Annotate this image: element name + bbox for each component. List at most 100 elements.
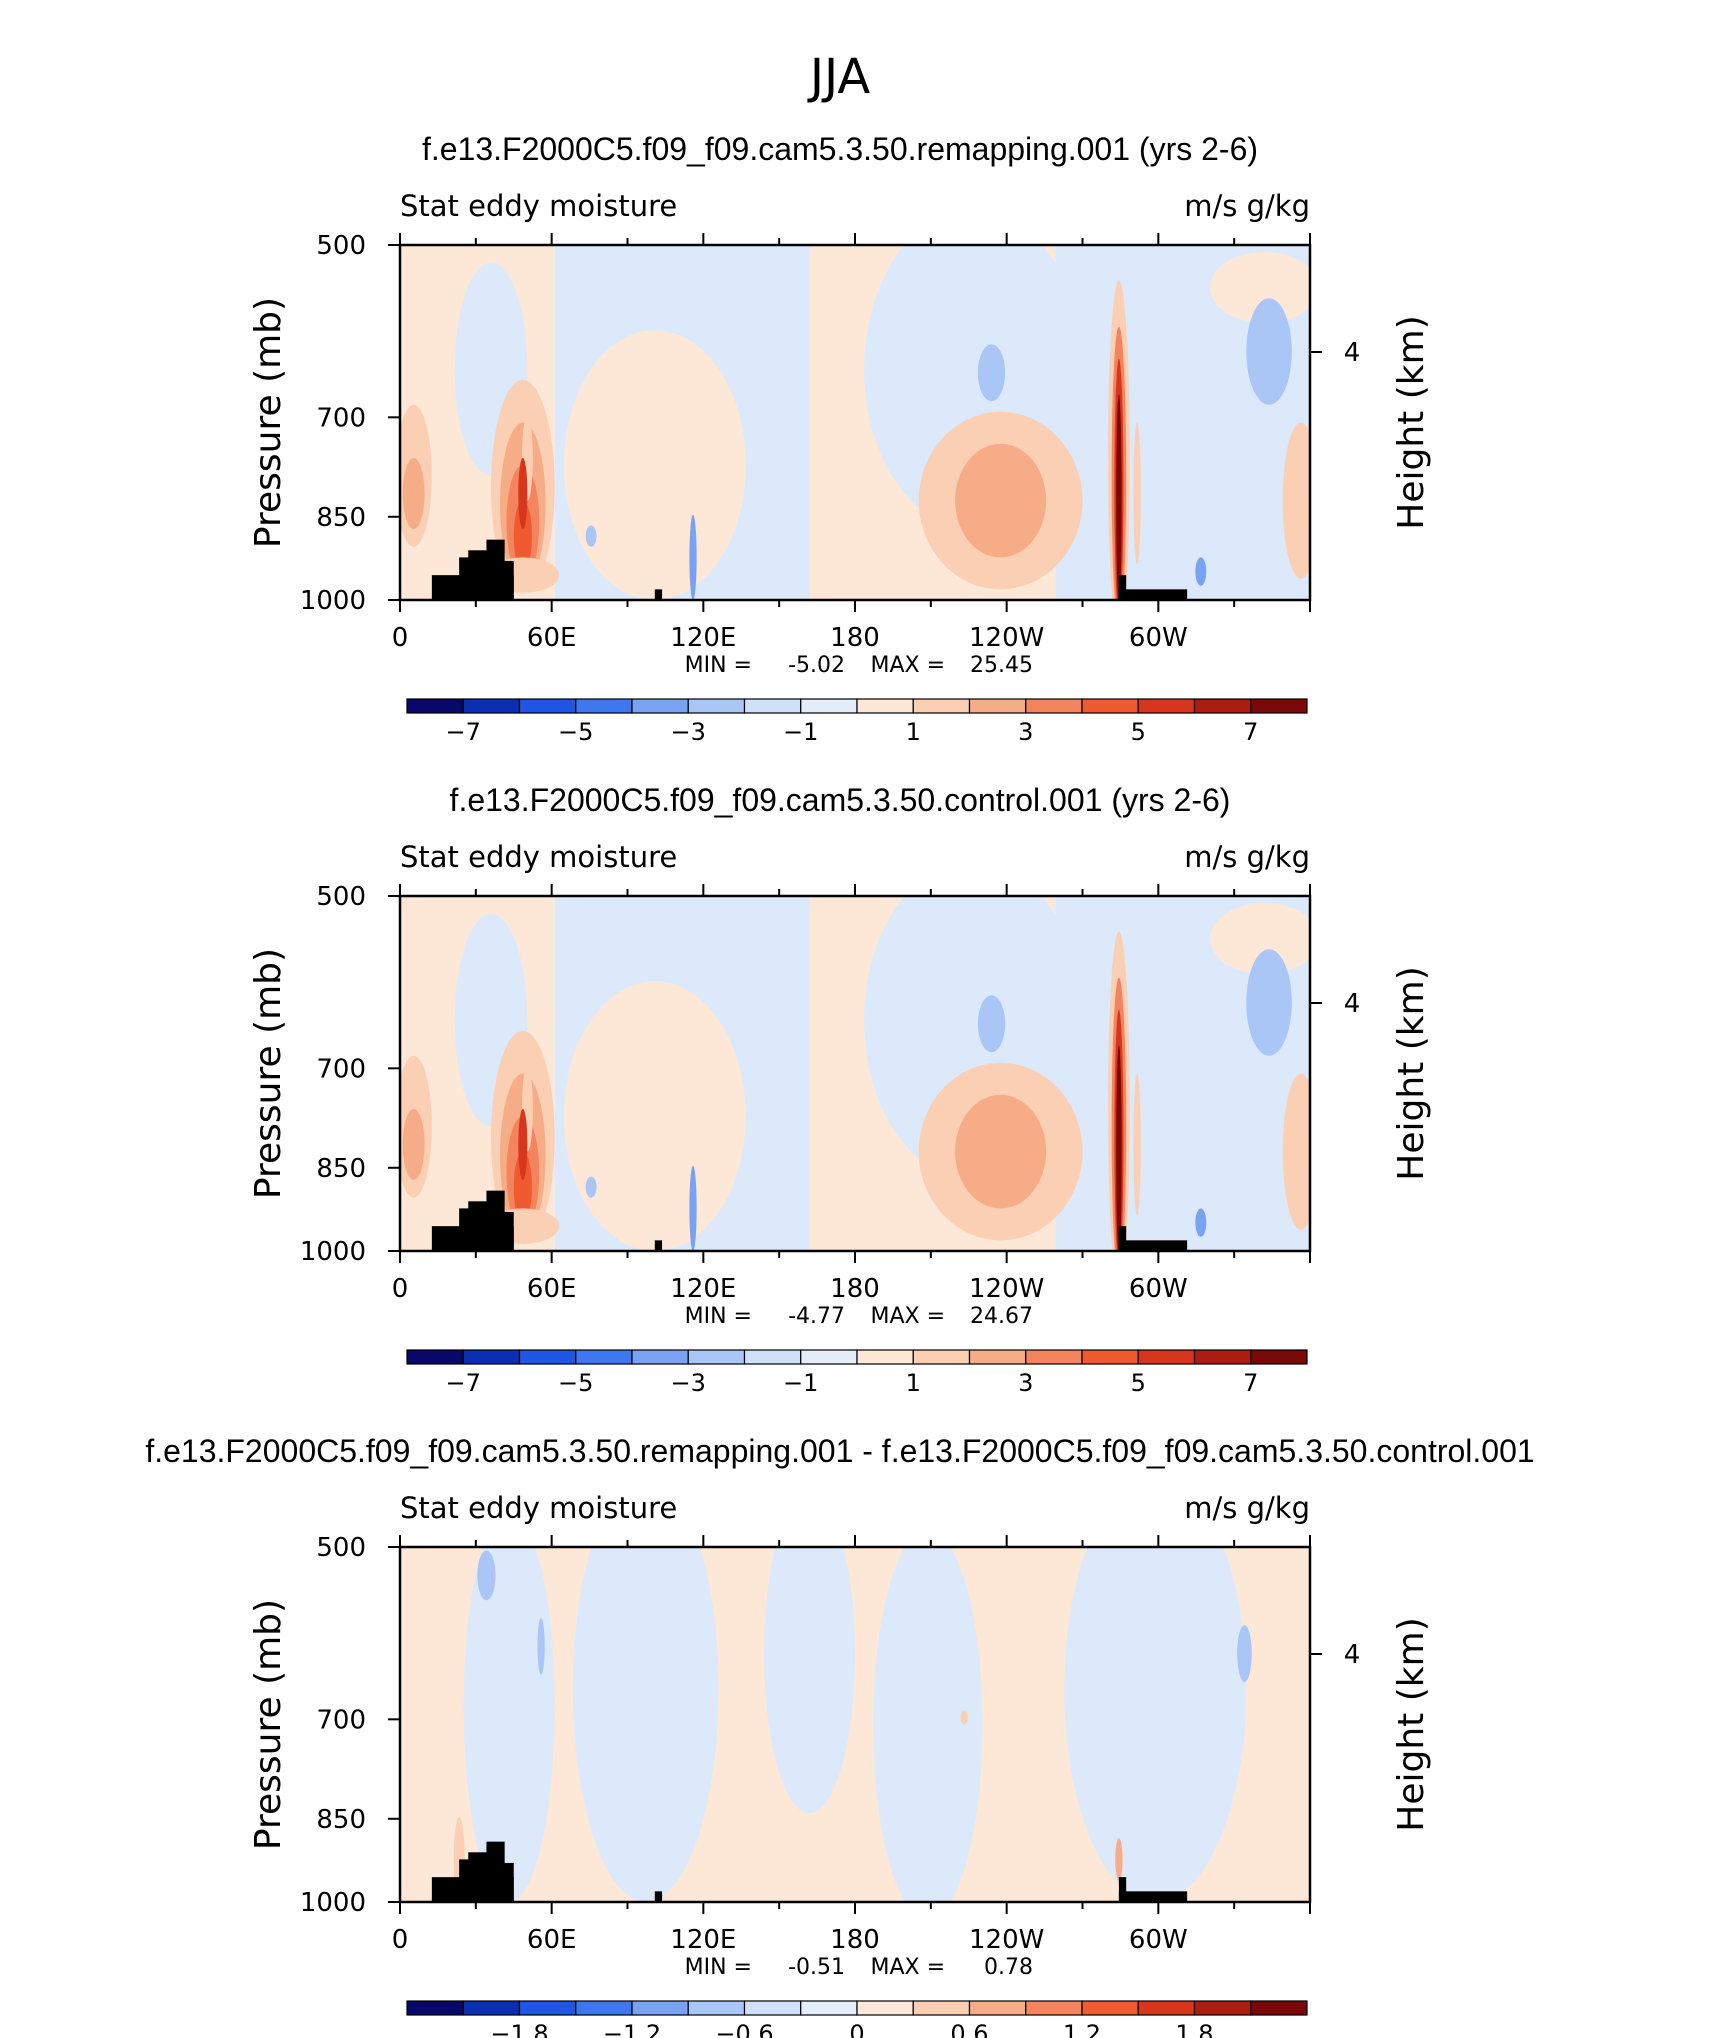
colorbar-box [687,1349,746,1365]
colorbar-label: −1.8 [490,2020,548,2038]
contour-region [764,1547,855,1814]
y-tick-label: 500 [316,1533,366,1563]
y-tick-label: 700 [316,403,366,433]
y-axis-label-right: Height (km) [1391,1617,1432,1831]
land-mask [1118,575,1127,600]
colorbar-label: −1 [783,718,818,746]
colorbar-label: 0.6 [950,2020,988,2038]
y-tick-label: 1000 [300,1237,366,1267]
colorbar-label: −3 [671,718,706,746]
min-value: -4.77 [788,1304,845,1329]
x-tick-label: 120E [670,1925,736,1955]
chart-panel-1: f.e13.F2000C5.f09_f09.cam5.3.50.remappin… [248,131,1432,746]
colorbar-box [1025,1349,1083,1365]
contour-region [1282,1073,1310,1230]
contour-region [1209,252,1310,324]
colorbar-box [575,1349,633,1365]
colorbar-box [856,1349,914,1365]
min-value: -0.51 [788,1955,845,1980]
contour-region [477,1550,496,1601]
land-mask [654,589,663,600]
x-tick-label: 60E [527,1274,577,1304]
colorbar-label: −0.6 [715,2020,773,2038]
right-label: m/s g/kg [1184,189,1310,223]
colorbar-box [856,2000,914,2016]
colorbar-label: 1 [906,1369,921,1397]
contour-region [1115,1838,1123,1881]
colorbar-box [1193,1349,1252,1365]
colorbar-box [462,698,521,714]
contour-region [572,1547,719,1902]
colorbar-box [518,2000,577,2016]
colorbar-box [800,1349,858,1365]
max-label: MAX = [870,1955,945,1980]
colorbar-box [1250,698,1308,714]
colorbar-label: −5 [558,718,593,746]
x-tick-label: 120W [969,1925,1044,1955]
contour-field [400,245,1310,600]
colorbar-box [1081,1349,1139,1365]
x-tick-label: 60W [1129,623,1188,653]
x-tick-label: 180 [830,623,880,653]
colorbar-label: 7 [1243,1369,1258,1397]
colorbar-box [912,2000,971,2016]
land-mask [495,560,514,600]
colorbar-box [687,698,746,714]
right-tick-label: 4 [1344,989,1361,1019]
colorbar-box [912,1349,971,1365]
colorbar-box [800,698,858,714]
contour-region [1133,1073,1141,1216]
y-tick-label: 500 [316,231,366,261]
right-label: m/s g/kg [1184,840,1310,874]
colorbar-box [1193,2000,1252,2016]
land-mask [495,1862,514,1902]
max-value: 0.78 [984,1955,1033,1980]
contour-region [1116,1045,1122,1251]
x-tick-label: 120E [670,623,736,653]
contour-region [563,330,746,600]
x-tick-label: 60E [527,1925,577,1955]
colorbar-box [856,698,914,714]
contour-region [960,1710,968,1725]
left-label: Stat eddy moisture [400,189,677,223]
y-tick-label: 700 [316,1054,366,1084]
min-label: MIN = [685,1304,752,1329]
colorbar-label: −1.2 [603,2020,661,2038]
colorbar-box [631,1349,689,1365]
colorbar-label: 1.2 [1063,2020,1101,2038]
right-tick-label: 4 [1344,338,1361,368]
contour-region [518,458,528,529]
contour-region [1282,422,1310,579]
y-axis-label: Pressure (mb) [248,948,289,1199]
colorbar-box [1137,698,1196,714]
land-mask [1118,1240,1188,1251]
left-label: Stat eddy moisture [400,1491,677,1525]
plot-area [398,243,1312,602]
contour-region [977,995,1006,1053]
contour-region [513,1151,532,1223]
contour-region [518,1109,528,1180]
contour-region [402,1109,425,1180]
x-tick-label: 180 [830,1274,880,1304]
y-tick-label: 850 [316,1154,366,1184]
land-mask [1118,1877,1127,1902]
colorbar-box [1081,2000,1139,2016]
y-tick-label: 850 [316,1805,366,1835]
contour-region [873,1547,983,1902]
y-tick-label: 850 [316,503,366,533]
x-tick-label: 0 [392,623,409,653]
colorbar-box [968,698,1027,714]
x-tick-label: 60E [527,623,577,653]
colorbar-label: −7 [446,1369,481,1397]
colorbar-box [1250,2000,1308,2016]
contour-region [563,981,746,1251]
colorbar-label: −1 [783,1369,818,1397]
colorbar-box [800,2000,858,2016]
contour-region [1246,949,1292,1056]
contour-region [513,500,532,572]
contour-region [1195,1208,1207,1237]
chart-panel-2: f.e13.F2000C5.f09_f09.cam5.3.50.control.… [248,782,1432,1397]
contour-region [537,1618,545,1675]
y-axis-label: Pressure (mb) [248,1599,289,1850]
colorbar-box [1137,1349,1196,1365]
